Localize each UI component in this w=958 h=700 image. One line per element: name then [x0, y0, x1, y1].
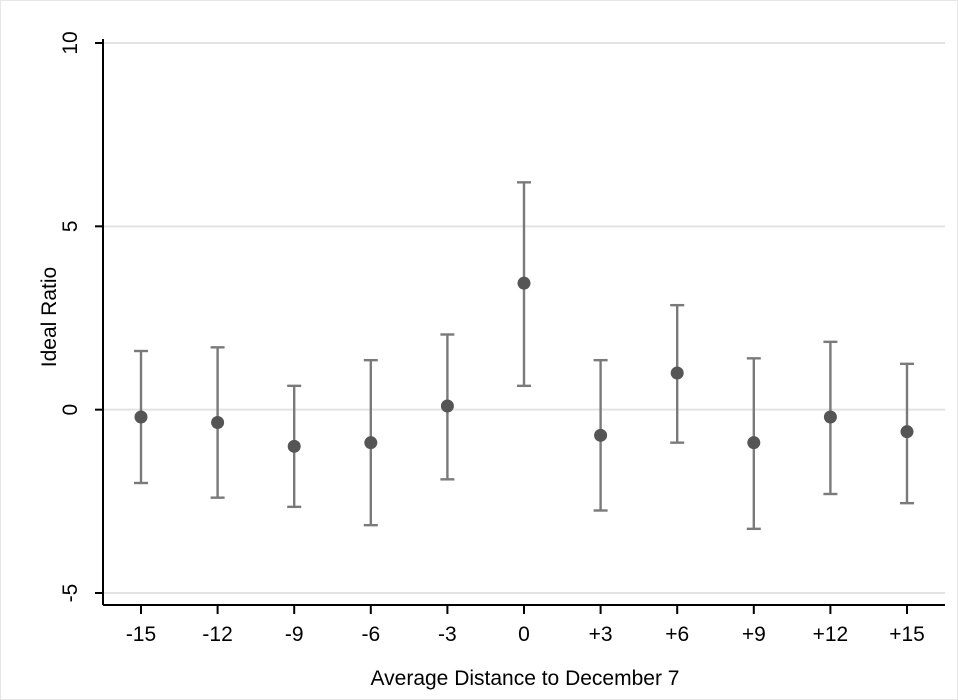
data-point: [747, 436, 761, 450]
error-bars: [134, 181, 914, 531]
x-tick-label: -12: [202, 623, 232, 646]
y-tick-label: -5: [59, 584, 82, 603]
x-tick-label: -6: [361, 623, 380, 646]
data-point: [211, 416, 225, 429]
data-point: [823, 410, 837, 424]
data-point: [440, 399, 454, 413]
x-tick-label: +9: [742, 623, 766, 646]
data-point: [594, 428, 608, 442]
data-point: [134, 410, 148, 424]
x-tick-label: 0: [518, 623, 530, 646]
data-point: [900, 425, 914, 439]
data-point: [364, 436, 378, 450]
x-tick-label: +3: [589, 623, 613, 646]
x-tick-label: +15: [889, 623, 925, 646]
data-point: [287, 439, 301, 453]
x-axis-ticks: -15 -12 -9 -6 -3 0 +3 +6 +9 +12 +15: [126, 605, 925, 646]
y-tick-label: 5: [59, 220, 82, 232]
x-tick-label: +6: [665, 623, 689, 646]
x-tick-label: +12: [813, 623, 849, 646]
y-tick-label: 10: [59, 31, 82, 54]
x-tick-label: -3: [438, 623, 457, 646]
data-point: [517, 276, 531, 290]
y-axis-ticks: -5 0 5 10: [59, 31, 103, 602]
y-tick-label: 0: [59, 404, 82, 416]
y-axis-title: Ideal Ratio: [38, 267, 61, 367]
x-axis-title: Average Distance to December 7: [371, 667, 680, 690]
data-point: [670, 366, 684, 380]
x-tick-label: -15: [126, 623, 156, 646]
x-tick-label: -9: [285, 623, 304, 646]
point-estimates: [134, 276, 914, 453]
